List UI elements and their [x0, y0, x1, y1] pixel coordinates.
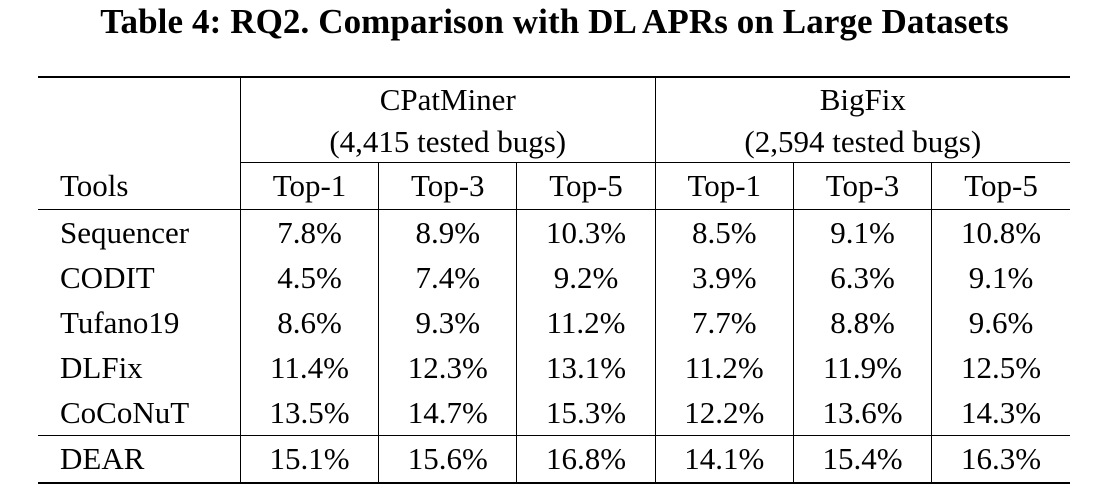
value-cell: 3.9%	[654, 255, 794, 300]
header-cpatminer-top5: Top-5	[516, 162, 656, 210]
value-cell: 12.3%	[378, 345, 517, 390]
value-cell: 9.6%	[931, 300, 1070, 345]
value-cell: 7.7%	[654, 300, 794, 345]
value-cell: 8.9%	[378, 209, 517, 255]
value-cell: 8.6%	[239, 300, 379, 345]
value-cell: 12.2%	[654, 390, 794, 436]
value-cell: 9.3%	[378, 300, 517, 345]
value-cell: 10.3%	[516, 209, 656, 255]
column-header-row: Tools Top-1 Top-3 Top-5 Top-1 Top-3 Top-…	[38, 162, 1070, 210]
header-bigfix-top5: Top-5	[931, 162, 1070, 210]
group-sub-row: (4,415 tested bugs) (2,594 tested bugs)	[38, 122, 1070, 163]
value-cell: 11.2%	[654, 345, 794, 390]
group-name-row: CPatMiner BigFix	[38, 76, 1070, 122]
value-cell-best: 14.1%	[654, 435, 794, 484]
value-cell: 9.1%	[792, 209, 932, 255]
value-cell: 9.2%	[516, 255, 656, 300]
value-cell: 14.3%	[931, 390, 1070, 436]
header-bigfix-top3: Top-3	[792, 162, 932, 210]
group-cpatminer-bugs: (4,415 tested bugs)	[239, 122, 656, 163]
group-bigfix-bugs: (2,594 tested bugs)	[654, 122, 1070, 163]
empty-corner-cell	[38, 76, 241, 122]
value-cell: 15.3%	[516, 390, 656, 436]
value-cell: 12.5%	[931, 345, 1070, 390]
value-cell-best: 16.3%	[931, 435, 1070, 484]
header-bigfix-top1: Top-1	[654, 162, 794, 210]
tool-name: CoCoNuT	[60, 395, 190, 430]
value-cell: 13.5%	[239, 390, 379, 436]
table-row-dear: DEAR 15.1% 15.6% 16.8% 14.1% 15.4% 16.3%	[38, 435, 1070, 484]
header-cpatminer-top1: Top-1	[239, 162, 379, 210]
tool-name: CODIT	[60, 260, 155, 295]
value-cell: 8.8%	[792, 300, 932, 345]
table-row-sequencer: Sequencer 7.8% 8.9% 10.3% 8.5% 9.1% 10.8…	[38, 209, 1070, 255]
empty-corner-cell	[38, 122, 240, 163]
tools-header: Tools	[60, 167, 129, 203]
value-cell: 7.8%	[239, 209, 379, 255]
tool-name: Sequencer	[38, 209, 241, 255]
table-row-coconut: CoCoNuT 13.5% 14.7% 15.3% 12.2% 13.6% 14…	[38, 390, 1070, 436]
value-cell: 9.1%	[931, 255, 1070, 300]
table-caption: Table 4: RQ2. Comparison with DL APRs on…	[100, 2, 1009, 41]
value-cell: 8.5%	[654, 209, 794, 255]
value-cell: 11.9%	[792, 345, 932, 390]
tool-name: DLFix	[60, 350, 143, 385]
value-cell: 13.1%	[516, 345, 656, 390]
table-row-dlfix: DLFix 11.4% 12.3% 13.1% 11.2% 11.9% 12.5…	[38, 345, 1070, 390]
value-cell: 7.4%	[378, 255, 517, 300]
group-cpatminer-name: CPatMiner	[239, 76, 656, 122]
value-cell: 10.8%	[931, 209, 1070, 255]
group-bigfix-name: BigFix	[654, 76, 1070, 122]
value-cell-best: 15.6%	[378, 435, 517, 484]
value-cell: 4.5%	[239, 255, 379, 300]
value-cell: 14.7%	[378, 390, 517, 436]
value-cell: 11.2%	[516, 300, 656, 345]
value-cell: 13.6%	[792, 390, 932, 436]
table-row-tufano19: Tufano19 8.6% 9.3% 11.2% 7.7% 8.8% 9.6%	[38, 300, 1070, 345]
table-row-codit: CODIT 4.5% 7.4% 9.2% 3.9% 6.3% 9.1%	[38, 255, 1070, 300]
value-cell: 11.4%	[239, 345, 379, 390]
value-cell-best: 16.8%	[516, 435, 656, 484]
tool-name: DEAR	[38, 435, 241, 484]
results-table: CPatMiner BigFix (4,415 tested bugs) (2,…	[38, 76, 1070, 484]
header-cpatminer-top3: Top-3	[378, 162, 517, 210]
value-cell-best: 15.1%	[239, 435, 379, 484]
value-cell: 6.3%	[792, 255, 932, 300]
value-cell-best: 15.4%	[792, 435, 932, 484]
tool-name: Tufano19	[60, 305, 180, 340]
